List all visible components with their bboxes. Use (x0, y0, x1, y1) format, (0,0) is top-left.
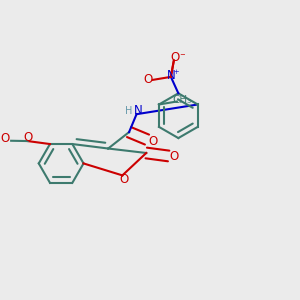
Text: H: H (125, 106, 133, 116)
Text: O: O (148, 135, 158, 148)
Text: $^+$: $^+$ (172, 70, 180, 80)
Text: O: O (0, 132, 9, 145)
Text: O: O (169, 150, 178, 164)
Text: O: O (23, 131, 32, 144)
Text: O: O (144, 74, 153, 86)
Text: $^-$: $^-$ (178, 52, 186, 62)
Text: O: O (171, 51, 180, 64)
Text: CH₃: CH₃ (172, 95, 192, 105)
Text: O: O (119, 173, 128, 186)
Text: N: N (134, 104, 142, 117)
Text: N: N (167, 69, 175, 82)
